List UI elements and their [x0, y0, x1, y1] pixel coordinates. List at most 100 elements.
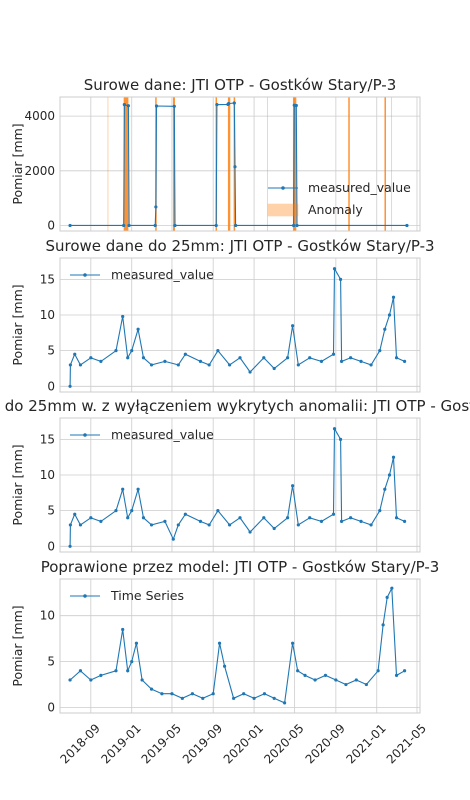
legend-label: Anomaly	[308, 202, 363, 217]
legend-marker	[83, 273, 87, 277]
data-point	[262, 516, 266, 520]
data-point	[282, 701, 287, 705]
data-point	[136, 487, 140, 491]
x-tick-label: 2021-05	[384, 721, 429, 766]
data-point	[114, 669, 118, 673]
data-point	[248, 530, 252, 534]
data-point	[160, 692, 164, 696]
data-point	[359, 519, 363, 523]
x-tick-label: 2019-09	[180, 721, 225, 766]
data-point	[238, 356, 242, 360]
data-point	[296, 363, 300, 367]
data-point	[295, 223, 299, 228]
data-point	[390, 586, 394, 590]
data-point	[216, 349, 220, 353]
plot-frame	[59, 578, 421, 714]
data-point	[154, 104, 159, 108]
plot-area	[60, 418, 420, 552]
grid	[60, 258, 420, 392]
data-point	[163, 359, 167, 363]
data-point	[238, 516, 242, 520]
data-point	[334, 678, 338, 682]
data-point	[381, 623, 385, 627]
data-point	[376, 669, 380, 673]
data-point	[78, 669, 83, 673]
legend-label: measured_value	[111, 267, 214, 282]
data-point	[369, 523, 373, 527]
series-measured_value	[68, 101, 409, 228]
anomaly-band	[292, 97, 297, 231]
chart-title: Poprawione przez model: JTI OTP - Gostkó…	[41, 558, 440, 576]
data-point	[242, 692, 246, 696]
data-point	[387, 313, 392, 317]
data-point	[130, 509, 134, 513]
data-point	[385, 595, 389, 599]
x-tick-label: 2019-05	[139, 721, 184, 766]
data-point	[149, 363, 154, 367]
y-tick-label: 2000	[24, 164, 55, 178]
data-point	[391, 455, 396, 459]
chart-panel-4: 0 5 10 Pomiar [mm] Poprawione przez model: J…	[10, 558, 439, 767]
data-point	[344, 682, 348, 687]
y-tick-label: 10	[40, 609, 55, 623]
data-point	[198, 359, 203, 363]
data-point	[201, 696, 205, 700]
data-point	[272, 696, 276, 700]
data-point	[319, 359, 324, 363]
data-point	[262, 356, 266, 360]
anomaly-band	[348, 97, 350, 231]
series-line	[70, 102, 407, 226]
data-point	[217, 641, 222, 645]
data-point	[308, 356, 312, 360]
data-point	[331, 512, 336, 516]
y-axis-label: Pomiar [mm]	[10, 444, 25, 525]
legend-label: measured_value	[308, 180, 411, 195]
data-point	[233, 165, 237, 169]
legend-anomaly-swatch	[267, 203, 299, 217]
data-point	[349, 516, 353, 520]
legend-label: measured_value	[111, 427, 214, 442]
data-point	[292, 223, 296, 228]
data-point	[394, 356, 399, 360]
data-point	[122, 223, 126, 228]
data-point	[222, 664, 227, 668]
data-point	[291, 484, 295, 488]
data-point	[89, 678, 93, 682]
data-point	[405, 223, 409, 228]
data-point	[183, 352, 187, 356]
data-point	[173, 223, 177, 228]
y-tick-label: 4000	[24, 109, 55, 123]
legend-marker	[281, 186, 285, 190]
data-point	[338, 437, 343, 441]
data-point	[207, 523, 211, 527]
data-point	[99, 359, 103, 363]
data-point	[228, 363, 232, 367]
x-tick-label: 2021-01	[343, 721, 388, 766]
plot-frame	[59, 96, 421, 232]
data-point	[121, 314, 125, 319]
data-point	[216, 509, 220, 513]
anomaly-band	[123, 97, 129, 231]
x-tick-label: 2019-01	[98, 721, 143, 766]
data-point	[68, 363, 72, 367]
chart-panel-3: 0 5 10 15 Pomiar [mm] Surowe dane do 25mm w. …	[0, 397, 470, 553]
data-point	[383, 327, 387, 331]
anomaly-band	[233, 97, 236, 231]
data-point	[319, 519, 324, 523]
data-point	[68, 523, 72, 527]
data-point	[99, 673, 103, 677]
data-point	[303, 673, 307, 677]
data-point	[332, 427, 337, 431]
data-point	[387, 473, 392, 477]
data-point	[78, 523, 83, 527]
data-point	[394, 516, 399, 520]
data-point	[121, 627, 125, 632]
y-tick-label: 0	[47, 219, 55, 233]
anomaly-band	[172, 97, 175, 231]
plot-area	[60, 258, 420, 392]
data-point	[214, 223, 218, 228]
x-tick-labels: 2018-092019-012019-052019-092020-012020-…	[58, 721, 429, 766]
data-point	[172, 104, 176, 108]
series-time-series	[68, 586, 407, 705]
y-tick-label: 0	[47, 539, 55, 553]
